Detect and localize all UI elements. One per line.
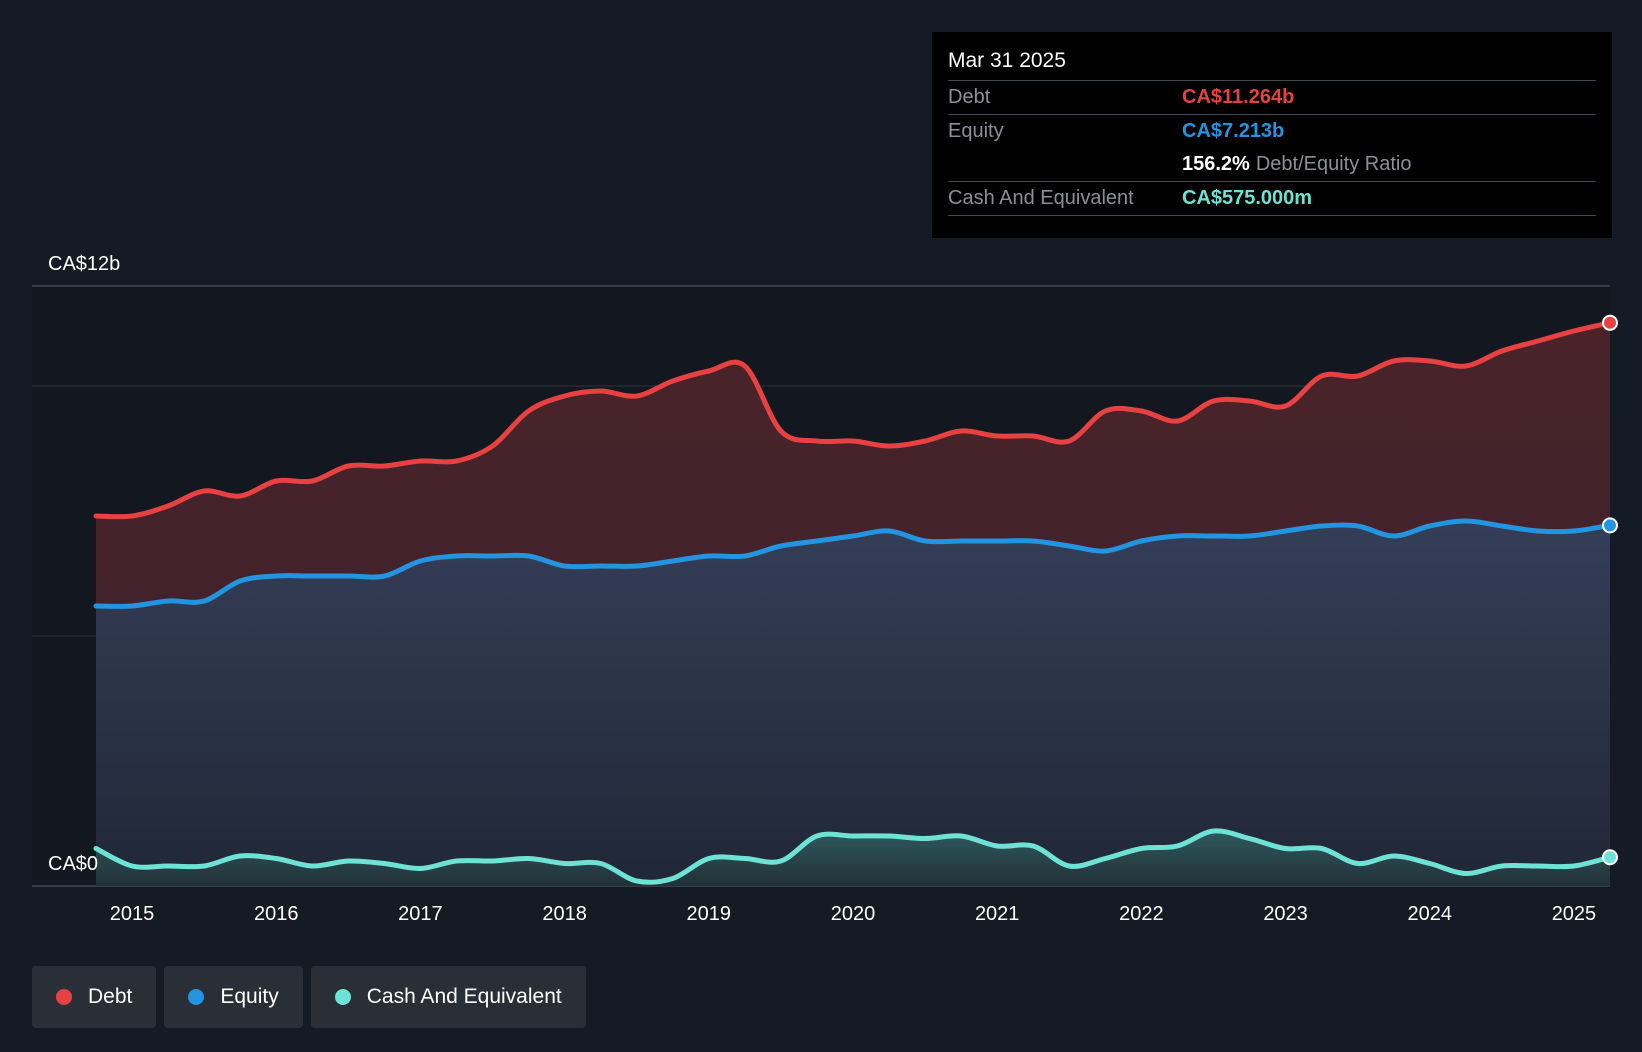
x-tick-label-2018: 2018 xyxy=(542,903,587,925)
legend-item-cash[interactable]: Cash And Equivalent xyxy=(311,966,586,1028)
x-tick-label-2022: 2022 xyxy=(1119,903,1164,925)
legend-equity-label: Equity xyxy=(220,985,278,1009)
tooltip-equity-label: Equity xyxy=(948,120,1182,143)
x-tick-label-2017: 2017 xyxy=(398,903,443,925)
tooltip-ratio-value: 156.2% xyxy=(1182,153,1250,176)
tooltip-debt-row: Debt CA$11.264b xyxy=(948,81,1596,115)
data-tooltip: Mar 31 2025 Debt CA$11.264b Equity CA$7.… xyxy=(932,32,1612,238)
tooltip-ratio-row: 156.2% Debt/Equity Ratio xyxy=(948,148,1596,182)
legend-cash-label: Cash And Equivalent xyxy=(367,985,562,1009)
y-axis-top-label: CA$12b xyxy=(48,253,120,275)
legend-item-equity[interactable]: Equity xyxy=(164,966,302,1028)
x-tick-label-2024: 2024 xyxy=(1408,903,1453,925)
tooltip-debt-label: Debt xyxy=(948,86,1182,109)
tooltip-cash-label: Cash And Equivalent xyxy=(948,187,1182,210)
x-tick-label-2020: 2020 xyxy=(831,903,876,925)
x-tick-label-2023: 2023 xyxy=(1263,903,1308,925)
tooltip-cash-row: Cash And Equivalent CA$575.000m xyxy=(948,182,1596,216)
tooltip-date: Mar 31 2025 xyxy=(948,46,1596,81)
cash-dot-icon xyxy=(335,989,351,1005)
debt-dot-icon xyxy=(56,989,72,1005)
tooltip-debt-value: CA$11.264b xyxy=(1182,86,1294,109)
x-tick-label-2021: 2021 xyxy=(975,903,1020,925)
legend-debt-label: Debt xyxy=(88,985,132,1009)
debt-end-marker[interactable] xyxy=(1603,316,1617,330)
tooltip-cash-value: CA$575.000m xyxy=(1182,187,1312,210)
legend-item-debt[interactable]: Debt xyxy=(32,966,156,1028)
tooltip-equity-value: CA$7.213b xyxy=(1182,120,1284,143)
x-tick-label-2016: 2016 xyxy=(254,903,299,925)
tooltip-ratio-label: Debt/Equity Ratio xyxy=(1256,153,1412,176)
tooltip-equity-row: Equity CA$7.213b xyxy=(948,115,1596,148)
equity-dot-icon xyxy=(188,989,204,1005)
chart-legend: Debt Equity Cash And Equivalent xyxy=(32,966,586,1028)
y-axis-bottom-label: CA$0 xyxy=(48,853,98,875)
x-tick-label-2025: 2025 xyxy=(1552,903,1597,925)
x-tick-label-2019: 2019 xyxy=(687,903,732,925)
cash-end-marker[interactable] xyxy=(1603,850,1617,864)
x-tick-label-2015: 2015 xyxy=(110,903,155,925)
equity-end-marker[interactable] xyxy=(1603,518,1617,532)
